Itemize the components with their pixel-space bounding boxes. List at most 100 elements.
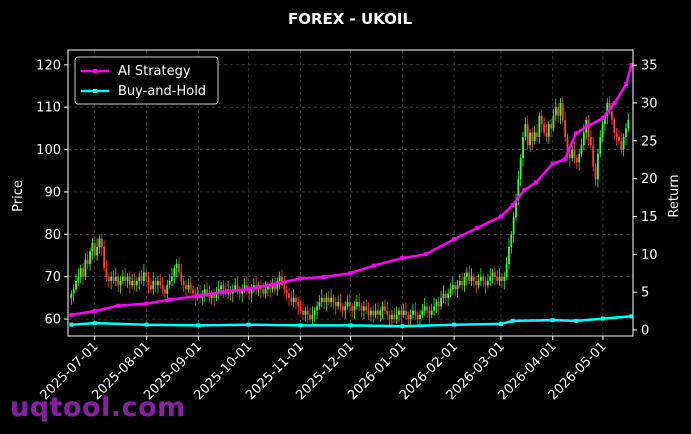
candle-body — [145, 272, 148, 277]
candle-body — [89, 251, 91, 264]
candle-body — [262, 289, 265, 294]
candle-body — [180, 272, 183, 281]
candle-body — [508, 247, 510, 264]
ai-strategy-point — [321, 274, 326, 279]
candle-body — [164, 289, 166, 294]
candle-body — [482, 276, 485, 281]
candle-body — [596, 153, 599, 180]
candle-body — [580, 145, 583, 154]
candle-body — [210, 293, 213, 298]
candle-body — [529, 132, 531, 146]
buy-and-hold-point — [498, 321, 503, 326]
candle-body — [161, 285, 164, 290]
candle-body — [222, 285, 225, 290]
candle-body — [454, 285, 457, 290]
candle-body — [192, 289, 194, 294]
candle-body — [589, 136, 592, 146]
candle-body — [276, 280, 279, 290]
candle-body — [494, 272, 496, 277]
candle-body — [236, 285, 239, 290]
buy-and-hold-point — [298, 323, 303, 328]
y2-tick-label: 0 — [641, 323, 649, 338]
candle-body — [465, 272, 468, 277]
candle-body — [306, 310, 309, 315]
candle-body — [100, 238, 103, 248]
candle-body — [561, 102, 564, 120]
ai-strategy-point — [534, 180, 539, 185]
candle-body — [318, 302, 321, 307]
candle-body — [267, 285, 269, 290]
candle-body — [442, 293, 445, 298]
candle-body — [498, 276, 501, 281]
ai-strategy-point — [510, 203, 515, 208]
candle-body — [449, 289, 452, 294]
candle-body — [428, 310, 431, 315]
candle-body — [150, 285, 152, 290]
candle-body — [437, 302, 440, 307]
candle-body — [505, 263, 508, 277]
candle-body — [491, 272, 494, 277]
candle-body — [152, 280, 155, 290]
candle-body — [533, 132, 536, 142]
candle-body — [269, 285, 272, 290]
candle-body — [365, 306, 368, 311]
candle-body — [278, 276, 281, 281]
candle-body — [618, 136, 620, 142]
candle-body — [346, 302, 349, 307]
candle-body — [341, 306, 344, 311]
ai-strategy-point — [348, 271, 353, 276]
ai-strategy-point — [574, 131, 579, 136]
candle-body — [594, 166, 597, 180]
candle-body — [238, 289, 241, 294]
candle-body — [119, 280, 122, 286]
candle-body — [334, 302, 337, 307]
candle-body — [470, 276, 473, 281]
candle-body — [426, 306, 428, 311]
candle-body — [388, 314, 391, 320]
candle-body — [86, 259, 89, 264]
candle-body — [107, 276, 110, 281]
candle-body — [608, 102, 611, 112]
candle-body — [171, 276, 173, 281]
candle-body — [372, 310, 375, 315]
ai-strategy-point — [92, 309, 97, 314]
buy-and-hold-point — [400, 324, 405, 329]
candle-body — [472, 276, 475, 281]
candle-body — [566, 136, 569, 154]
candle-body — [339, 302, 342, 307]
y-tick-label: 100 — [36, 143, 61, 158]
candle-body — [292, 297, 295, 303]
candle-body — [522, 136, 524, 159]
legend: AI Strategy Buy-and-Hold — [74, 56, 219, 105]
candle-body — [325, 297, 328, 303]
candle-body — [451, 285, 454, 290]
candle-body — [379, 310, 382, 315]
candle-body — [213, 293, 215, 298]
candle-body — [330, 297, 333, 303]
candle-body — [283, 285, 286, 290]
candle-body — [344, 306, 347, 311]
candle-body — [157, 280, 159, 286]
candle-body — [362, 306, 365, 311]
y-tick-label: 120 — [36, 58, 61, 73]
candle-body — [599, 136, 602, 154]
candle-body — [414, 310, 417, 315]
candle-body — [423, 306, 426, 311]
candle-body — [358, 302, 361, 307]
ai-strategy-point — [400, 256, 405, 261]
y2-tick-label: 5 — [641, 286, 649, 301]
ai-strategy-point — [475, 225, 480, 230]
candle-body — [281, 276, 283, 286]
candle-body — [536, 132, 538, 137]
candle-body — [575, 158, 578, 163]
ai-strategy-point — [550, 161, 555, 166]
candle-body — [327, 297, 330, 303]
candle-body — [391, 314, 393, 320]
candle-body — [620, 141, 623, 150]
ai-strategy-point — [629, 63, 634, 68]
candle-body — [295, 297, 297, 303]
candle-body — [564, 119, 567, 137]
y2-tick-label: 25 — [641, 134, 658, 149]
candle-body — [323, 297, 325, 303]
